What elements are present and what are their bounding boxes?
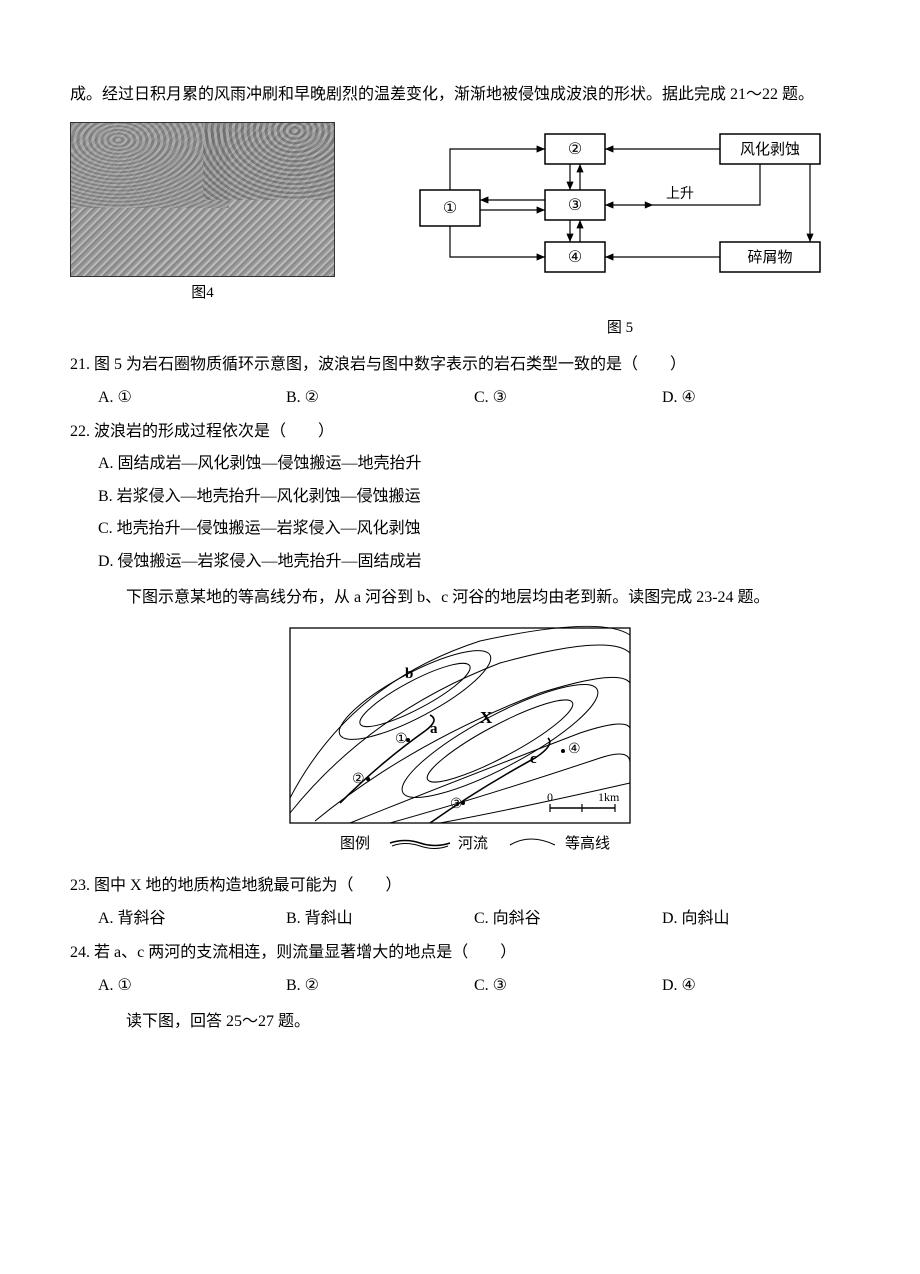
intro-25-27: 读下图，回答 25～27 题。	[70, 1007, 850, 1037]
figure-5-flowchart: ① ② ③ ④ 风化剥蚀 碎屑物 上升	[390, 122, 850, 300]
question-21: 21. 图 5 为岩石圈物质循环示意图，波浪岩与图中数字表示的岩石类型一致的是（…	[70, 350, 850, 413]
svg-text:c: c	[530, 751, 537, 767]
svg-text:等高线: 等高线	[565, 834, 610, 852]
q24-opt-a: A. ①	[98, 971, 286, 1001]
svg-text:a: a	[430, 721, 438, 737]
svg-text:④: ④	[568, 742, 581, 757]
svg-text:②: ②	[568, 141, 582, 158]
figure-row: 图4 ① ② ③ ④ 风化剥蚀 碎屑物	[70, 122, 850, 342]
q23-opt-d: D. 向斜山	[662, 904, 850, 934]
svg-text:0: 0	[547, 790, 553, 804]
contour-figure: b a X c ① ② ③ ④ 0 1km 图例 河流 等高线	[280, 623, 640, 861]
figure-4-image	[70, 122, 335, 277]
q23-options: A. 背斜谷 B. 背斜山 C. 向斜谷 D. 向斜山	[70, 904, 850, 934]
svg-text:上升: 上升	[666, 186, 694, 202]
q22-opt-b: B. 岩浆侵入—地壳抬升—风化剥蚀—侵蚀搬运	[98, 482, 850, 512]
q22-opt-a: A. 固结成岩—风化剥蚀—侵蚀搬运—地壳抬升	[98, 449, 850, 479]
q23-opt-c: C. 向斜谷	[474, 904, 662, 934]
svg-text:④: ④	[568, 249, 582, 266]
q24-text: 24. 若 a、c 两河的支流相连，则流量显著增大的地点是（ ）	[70, 938, 850, 968]
svg-text:碎屑物: 碎屑物	[747, 249, 792, 266]
intro-paragraph: 成。经过日积月累的风雨冲刷和早晚剧烈的温差变化，渐渐地被侵蚀成波浪的形状。据此完…	[70, 80, 850, 110]
q24-options: A. ① B. ② C. ③ D. ④	[70, 971, 850, 1001]
figure-5: ① ② ③ ④ 风化剥蚀 碎屑物 上升 图	[390, 122, 850, 342]
svg-text:②: ②	[352, 772, 365, 787]
svg-text:③: ③	[568, 197, 582, 214]
svg-text:风化剥蚀: 风化剥蚀	[740, 141, 800, 158]
q21-options: A. ① B. ② C. ③ D. ④	[70, 383, 850, 413]
q21-opt-b: B. ②	[286, 383, 474, 413]
svg-text:①: ①	[443, 200, 457, 217]
q21-opt-d: D. ④	[662, 383, 850, 413]
q22-options: A. 固结成岩—风化剥蚀—侵蚀搬运—地壳抬升 B. 岩浆侵入—地壳抬升—风化剥蚀…	[70, 449, 850, 577]
question-24: 24. 若 a、c 两河的支流相连，则流量显著增大的地点是（ ） A. ① B.…	[70, 938, 850, 1001]
svg-text:图例: 图例	[340, 835, 370, 852]
svg-text:X: X	[480, 708, 493, 727]
figure-5-caption: 图 5	[390, 314, 850, 343]
q23-opt-b: B. 背斜山	[286, 904, 474, 934]
q23-text: 23. 图中 X 地的地质构造地貌最可能为（ ）	[70, 871, 850, 901]
svg-text:①: ①	[395, 732, 408, 747]
figure-4-caption: 图4	[70, 279, 335, 308]
q24-opt-d: D. ④	[662, 971, 850, 1001]
q21-opt-a: A. ①	[98, 383, 286, 413]
figure-4: 图4	[70, 122, 335, 308]
svg-text:③: ③	[450, 797, 463, 812]
intro-23-24: 下图示意某地的等高线分布，从 a 河谷到 b、c 河谷的地层均由老到新。读图完成…	[70, 583, 850, 613]
q21-text: 21. 图 5 为岩石圈物质循环示意图，波浪岩与图中数字表示的岩石类型一致的是（…	[70, 350, 850, 380]
svg-text:河流: 河流	[458, 835, 488, 852]
svg-text:b: b	[405, 666, 413, 682]
question-23: 23. 图中 X 地的地质构造地貌最可能为（ ） A. 背斜谷 B. 背斜山 C…	[70, 871, 850, 934]
svg-text:1km: 1km	[598, 790, 620, 804]
q24-opt-b: B. ②	[286, 971, 474, 1001]
q24-opt-c: C. ③	[474, 971, 662, 1001]
q22-opt-d: D. 侵蚀搬运—岩浆侵入—地壳抬升—固结成岩	[98, 547, 850, 577]
q22-text: 22. 波浪岩的形成过程依次是（ ）	[70, 417, 850, 447]
q21-opt-c: C. ③	[474, 383, 662, 413]
q23-opt-a: A. 背斜谷	[98, 904, 286, 934]
q22-opt-c: C. 地壳抬升—侵蚀搬运—岩浆侵入—风化剥蚀	[98, 514, 850, 544]
question-22: 22. 波浪岩的形成过程依次是（ ） A. 固结成岩—风化剥蚀—侵蚀搬运—地壳抬…	[70, 417, 850, 577]
